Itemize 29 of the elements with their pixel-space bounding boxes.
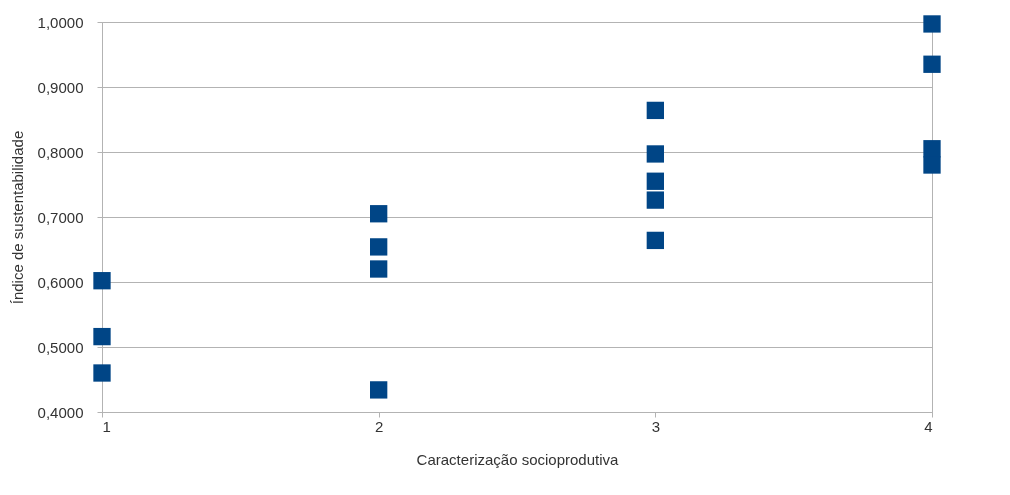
x-tick-label: 2	[374, 417, 384, 435]
point	[370, 205, 388, 223]
y-tick-label: 1,0000	[37, 13, 84, 31]
point	[93, 272, 111, 290]
point	[646, 191, 664, 209]
point	[646, 145, 664, 163]
point	[370, 381, 388, 399]
point	[370, 238, 388, 256]
point	[646, 101, 664, 120]
point	[923, 55, 941, 73]
point	[370, 260, 388, 278]
y-tick-label: 0,9000	[37, 78, 84, 96]
y-tick-label: 0,5000	[37, 338, 84, 356]
point	[646, 231, 664, 250]
point	[93, 364, 111, 382]
point	[923, 15, 941, 33]
point	[646, 172, 664, 190]
x-axis-title: Caracterização socioprodutiva	[416, 450, 620, 468]
x-tick-label: 3	[651, 417, 661, 435]
x-tick-label: 4	[924, 417, 933, 435]
y-axis-title: Índice de sustentabilidade	[8, 130, 26, 305]
point	[923, 156, 941, 174]
point	[923, 140, 941, 158]
y-tick-label: 0,7000	[37, 208, 84, 226]
point	[93, 327, 111, 346]
y-tick-label: 0,6000	[37, 273, 84, 291]
x-tick-label: 1	[102, 417, 111, 435]
y-tick-label: 0,8000	[37, 143, 84, 161]
y-tick-label: 0,4000	[37, 403, 84, 421]
